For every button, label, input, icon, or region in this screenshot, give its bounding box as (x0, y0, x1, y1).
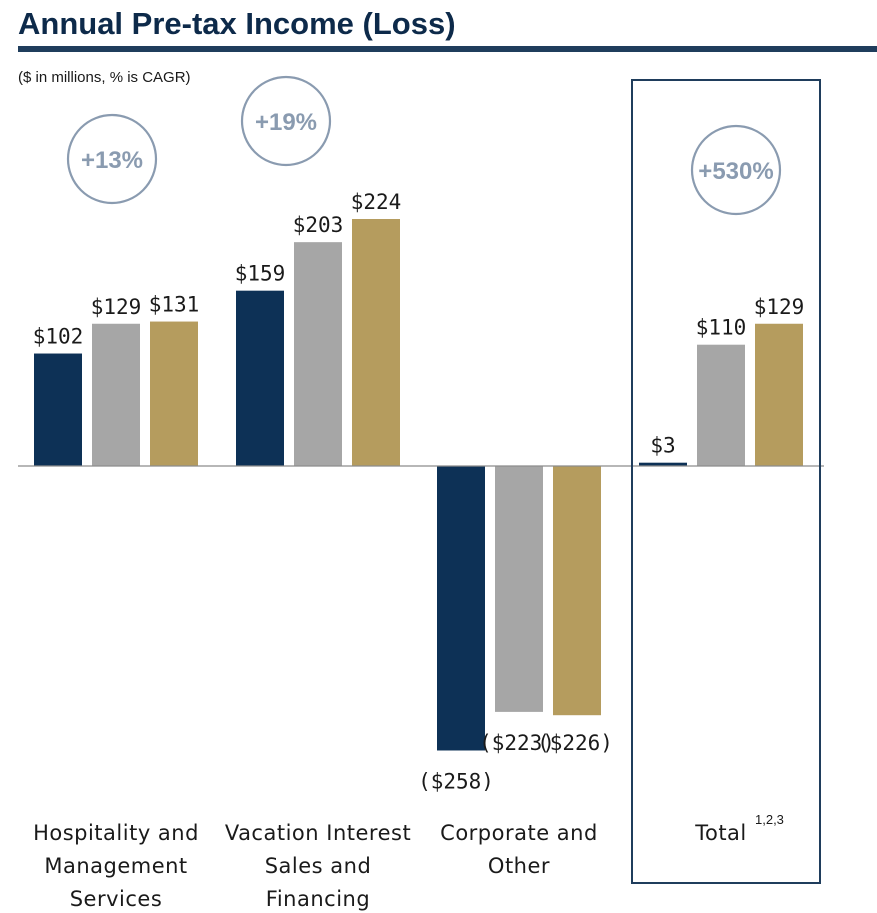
data-label-3-2: $129 (754, 295, 805, 319)
bar-1-2 (352, 219, 400, 466)
cagr-badge-circle-0 (66, 113, 158, 205)
cagr-badge-circle-1 (240, 75, 332, 167)
data-label-1-2: $224 (351, 190, 402, 214)
data-label-3-0: $3 (650, 434, 675, 458)
category-label-2-0: Corporate and (440, 821, 598, 845)
bar-1-1 (294, 242, 342, 466)
page-title: Annual Pre-tax Income (Loss) (18, 6, 456, 41)
category-label-1-2: Financing (266, 887, 370, 911)
data-label-3-1: $110 (696, 316, 747, 340)
data-label-1-1: $203 (293, 213, 344, 237)
cagr-badge-label-3: +530% (698, 158, 773, 185)
category-label-0-0: Hospitality and (33, 821, 199, 845)
data-label-1-0: $159 (235, 262, 286, 286)
data-label-0-1: $129 (91, 295, 142, 319)
category-label-0-1: Management (44, 854, 187, 878)
title-rule (18, 46, 877, 52)
category-label-1-1: Sales and (265, 854, 372, 878)
bar-1-0 (236, 290, 284, 466)
bar-0-2 (150, 321, 198, 466)
data-label-2-2: ($226) (537, 731, 613, 755)
category-label-2-1: Other (488, 854, 550, 878)
chart-subtitle: ($ in millions, % is CAGR) (18, 69, 191, 86)
category-label-1-0: Vacation Interest (225, 821, 411, 845)
bar-2-1 (495, 466, 543, 712)
bar-2-2 (553, 466, 601, 716)
cagr-badge-circle-3 (690, 124, 782, 216)
category-superscript-3: 1,2,3 (755, 812, 784, 827)
category-label-3-0: Total (694, 821, 747, 845)
bar-3-1 (697, 344, 745, 466)
data-label-2-1: ($223) (479, 731, 555, 755)
bar-2-0 (437, 466, 485, 751)
data-label-2-0: ($258) (418, 769, 494, 793)
data-label-0-0: $102 (33, 325, 84, 349)
bar-0-0 (34, 353, 82, 466)
bar-3-2 (755, 323, 803, 466)
bar-0-1 (92, 323, 140, 466)
cagr-badge-label-0: +13% (81, 147, 143, 174)
chart-plot-area: $102 $129 $131 $159 $203 $224 ($258) ($223)($22… (18, 75, 824, 911)
data-label-0-2: $131 (149, 293, 200, 317)
category-label-0-2: Services (70, 887, 163, 911)
bar-3-0 (639, 462, 687, 466)
cagr-badge-label-1: +19% (255, 109, 317, 136)
total-highlight-box (631, 79, 821, 884)
